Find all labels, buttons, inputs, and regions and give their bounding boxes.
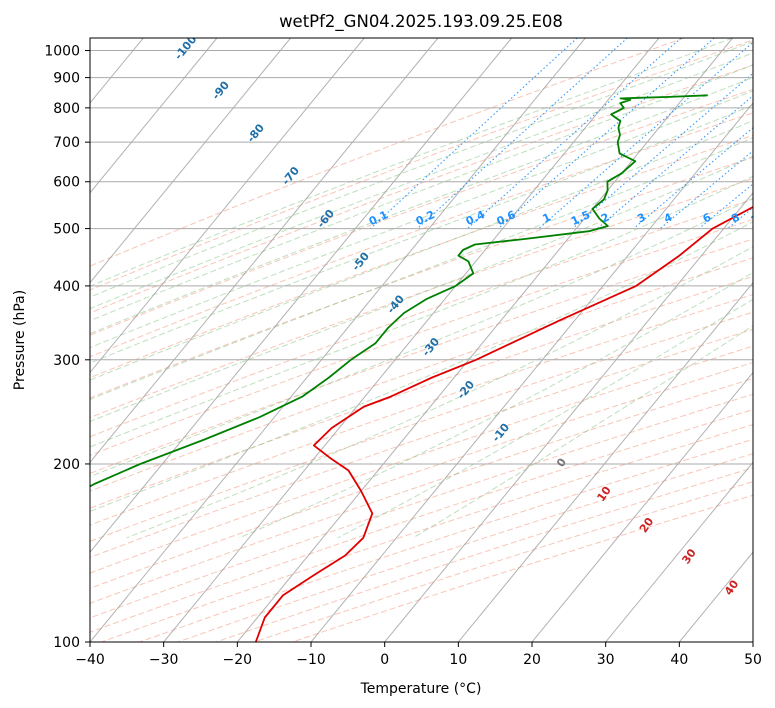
mixing-ratio-line — [749, 225, 753, 230]
isotherm — [90, 38, 439, 464]
x-tick-label: 10 — [449, 652, 467, 668]
pressure-grid — [90, 50, 753, 642]
dry-adiabat — [90, 377, 753, 604]
isotherm — [605, 461, 753, 642]
isotherm-label: -70 — [279, 164, 302, 188]
isotherm — [90, 38, 512, 553]
dry-adiabat — [90, 275, 753, 509]
dry-adiabat — [90, 178, 753, 419]
y-tick-label: 700 — [53, 135, 80, 151]
moist-adiabat-label: 0 — [554, 456, 569, 470]
isotherm-label: -10 — [489, 421, 512, 445]
y-tick-label: 300 — [53, 353, 80, 369]
dry-adiabat — [90, 38, 685, 267]
dry-adiabat — [90, 218, 753, 456]
isotherm-label: -100 — [172, 33, 200, 63]
dry-adiabat — [254, 481, 753, 642]
isotherm — [384, 192, 753, 642]
y-tick-label: 100 — [53, 635, 80, 651]
mixing-ratio-line — [538, 41, 753, 230]
x-tick-label: 0 — [380, 652, 389, 668]
mixing-ratio-label: 0.2 — [414, 208, 437, 228]
isotherm-label: -80 — [244, 121, 267, 145]
y-tick-label: 600 — [53, 175, 80, 191]
isoline-labels: -100-90-80-70-60-50-40-30-20-100.1 0.2 0.4… — [172, 33, 769, 598]
isotherm — [457, 281, 753, 642]
isotherm-label: -30 — [419, 335, 442, 359]
moist-adiabat-label: 40 — [722, 577, 742, 597]
mixing-ratio-label: 0.4 — [464, 208, 487, 228]
mixing-ratio-label: 10 — [749, 209, 769, 227]
y-axis: 100 200 300 400 500 600 700 800 900 1000 — [44, 44, 90, 651]
isotherm — [90, 38, 218, 194]
chart-title: wetPf2_GN04.2025.193.09.25.E08 — [279, 12, 563, 32]
mixing-ratio-line — [596, 94, 753, 230]
mixing-ratio-label: 0.6 — [495, 208, 518, 228]
dry-adiabat — [90, 39, 753, 291]
x-axis: −40 −30 −20 −10 0 10 20 30 40 50 — [75, 642, 762, 668]
x-tick-label: −40 — [75, 652, 105, 668]
isotherm — [0, 38, 70, 642]
x-axis-title: Temperature (°C) — [360, 681, 482, 697]
isotherm-label: -90 — [209, 78, 232, 102]
y-tick-label: 800 — [53, 101, 80, 117]
x-tick-label: 20 — [523, 652, 541, 668]
moist-adiabat — [239, 272, 753, 539]
isotherm — [90, 38, 586, 642]
mixing-ratio-label: 1.5 — [569, 208, 592, 228]
isotherm — [90, 38, 365, 374]
dry-adiabat — [292, 494, 753, 642]
dry-adiabat — [90, 311, 753, 542]
mixing-ratio-line — [698, 183, 753, 230]
dry-adiabat — [90, 112, 753, 358]
isotherm — [163, 38, 660, 642]
isotherm — [531, 371, 753, 642]
plot-frame — [89, 37, 754, 643]
mixing-ratio-line — [572, 72, 753, 230]
isotherm-label: -50 — [349, 250, 372, 274]
mixing-ratio-label: 1 — [541, 211, 553, 226]
y-tick-label: 1000 — [44, 44, 80, 60]
background-lines — [0, 38, 753, 642]
dry-adiabat — [90, 328, 753, 558]
mixing-ratio-line — [417, 38, 628, 230]
moist-adiabat — [90, 40, 753, 298]
moist-adiabat-label: 20 — [637, 515, 657, 535]
y-tick-label: 200 — [53, 457, 80, 473]
y-tick-label: 400 — [53, 279, 80, 295]
x-tick-label: −30 — [149, 652, 179, 668]
isotherm — [90, 38, 291, 284]
temperature-line — [254, 206, 753, 642]
sounding-profiles — [90, 94, 753, 642]
y-tick-label: 500 — [53, 222, 80, 238]
mixing-ratio-label: 4 — [662, 210, 675, 225]
isotherm-label: -60 — [314, 207, 337, 231]
dewpoint-line — [90, 94, 708, 488]
y-axis-title: Pressure (hPa) — [12, 290, 28, 390]
y-tick-label: 900 — [53, 71, 80, 87]
x-tick-label: 40 — [670, 652, 688, 668]
x-tick-label: 50 — [744, 652, 762, 668]
dry-adiabat — [90, 156, 753, 399]
isotherm — [752, 641, 753, 642]
mixing-ratio-label: 0.1 — [367, 208, 390, 228]
x-tick-label: −20 — [223, 652, 253, 668]
isotherm — [310, 102, 753, 642]
x-tick-label: 30 — [597, 652, 615, 668]
moist-adiabat-label: 10 — [594, 484, 614, 504]
mixing-ratio-line — [370, 38, 578, 230]
dry-adiabat — [90, 408, 753, 633]
x-tick-label: −10 — [296, 652, 326, 668]
dry-adiabat — [90, 134, 753, 379]
isotherm — [236, 38, 733, 642]
